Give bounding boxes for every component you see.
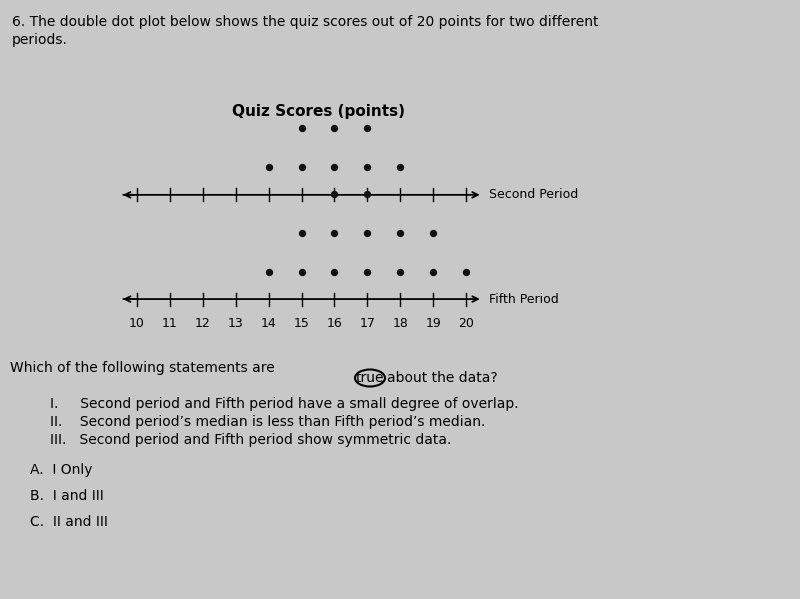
Text: I.     Second period and Fifth period have a small degree of overlap.: I. Second period and Fifth period have a…: [50, 397, 518, 411]
Text: II.    Second period’s median is less than Fifth period’s median.: II. Second period’s median is less than …: [50, 415, 486, 429]
Point: [361, 267, 374, 277]
Point: [328, 84, 341, 94]
Text: Quiz Scores (points): Quiz Scores (points): [231, 104, 405, 119]
Point: [361, 123, 374, 133]
Point: [328, 123, 341, 133]
Text: 11: 11: [162, 317, 178, 330]
Text: 18: 18: [392, 317, 408, 330]
Text: III.   Second period and Fifth period show symmetric data.: III. Second period and Fifth period show…: [50, 433, 451, 447]
Text: 14: 14: [261, 317, 277, 330]
Point: [262, 163, 275, 173]
Point: [427, 267, 440, 277]
Point: [328, 267, 341, 277]
Point: [328, 46, 341, 55]
Point: [361, 163, 374, 173]
Point: [328, 163, 341, 173]
Point: [361, 84, 374, 94]
Text: 20: 20: [458, 317, 474, 330]
Text: true: true: [356, 371, 384, 385]
Text: 19: 19: [426, 317, 441, 330]
Text: 12: 12: [195, 317, 210, 330]
Text: A.  I Only: A. I Only: [30, 463, 93, 477]
Text: 13: 13: [228, 317, 243, 330]
Point: [295, 228, 308, 237]
Text: Second Period: Second Period: [490, 188, 578, 201]
Point: [295, 163, 308, 173]
Point: [394, 163, 406, 173]
Point: [361, 228, 374, 237]
Point: [394, 267, 406, 277]
Point: [328, 228, 341, 237]
Text: 17: 17: [359, 317, 375, 330]
Point: [361, 189, 374, 198]
Point: [460, 267, 473, 277]
Text: 16: 16: [326, 317, 342, 330]
Text: 10: 10: [129, 317, 145, 330]
Text: B.  I and III: B. I and III: [30, 489, 104, 503]
Text: Fifth Period: Fifth Period: [490, 292, 559, 305]
Text: about the data?: about the data?: [387, 371, 498, 385]
Point: [262, 267, 275, 277]
Point: [295, 84, 308, 94]
Point: [328, 189, 341, 198]
Text: Which of the following statements are: Which of the following statements are: [10, 361, 279, 375]
Text: 15: 15: [294, 317, 310, 330]
Point: [427, 228, 440, 237]
Text: periods.: periods.: [12, 33, 68, 47]
Point: [295, 123, 308, 133]
Text: C.  II and III: C. II and III: [30, 515, 108, 529]
Point: [295, 267, 308, 277]
Text: 6. The double dot plot below shows the quiz scores out of 20 points for two diff: 6. The double dot plot below shows the q…: [12, 15, 598, 29]
Point: [394, 228, 406, 237]
